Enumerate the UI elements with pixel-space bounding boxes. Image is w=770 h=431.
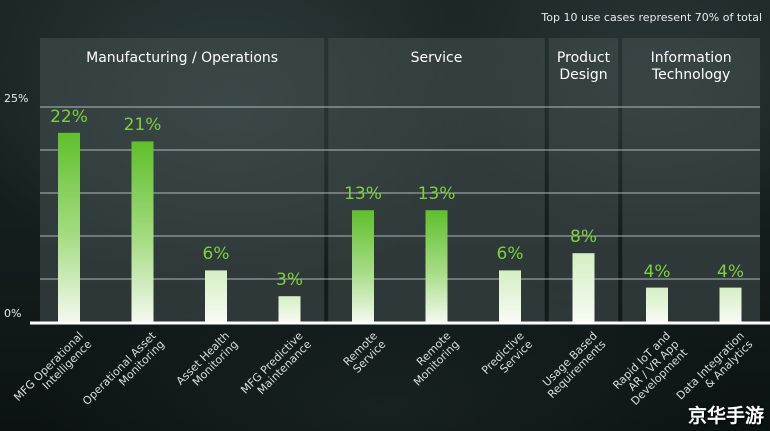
value-label: 4%: [643, 261, 671, 282]
bar: [646, 287, 668, 322]
value-label: 13%: [417, 184, 456, 205]
group-label-line: Design: [559, 67, 608, 83]
value-label: 3%: [276, 270, 303, 291]
bar: [572, 253, 595, 322]
group-panel: [622, 38, 760, 322]
watermark-text: 京华手游: [687, 405, 764, 427]
bar: [499, 270, 521, 322]
group-label: Information Technology: [622, 50, 760, 84]
value-label: 4%: [717, 261, 744, 282]
bar: [205, 270, 227, 322]
group-label: Product Design: [549, 50, 619, 84]
group-label-line: Service: [410, 50, 463, 66]
group-label-line: Product: [556, 50, 611, 66]
group-label-line: Technology: [651, 67, 731, 83]
bar: [58, 132, 80, 322]
value-label: 6%: [202, 244, 230, 265]
y-tick-label: 25%: [4, 92, 29, 105]
bar: [131, 141, 154, 322]
chart-note: Top 10 use cases represent 70% of total: [541, 11, 762, 24]
group-label-line: Manufacturing / Operations: [86, 50, 279, 66]
group-label-line: Information: [650, 50, 732, 66]
value-label: 21%: [123, 115, 162, 136]
value-label: 8%: [570, 227, 597, 248]
group-panel: [40, 38, 325, 322]
value-label: 22%: [50, 106, 88, 127]
value-label: 13%: [344, 184, 382, 205]
bar: [278, 296, 301, 322]
group-label: Service: [328, 50, 545, 67]
y-tick-label: 0%: [4, 307, 22, 320]
bar: [425, 210, 448, 322]
group-label: Manufacturing / Operations: [40, 50, 324, 67]
value-label: 6%: [496, 244, 524, 265]
bar: [719, 287, 742, 322]
bar: [352, 210, 374, 322]
